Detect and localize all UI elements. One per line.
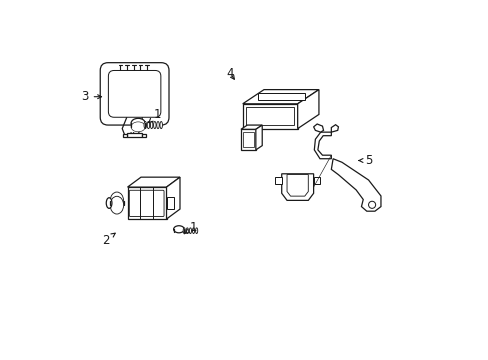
Ellipse shape	[186, 228, 188, 234]
Ellipse shape	[157, 122, 159, 129]
Text: 4: 4	[226, 67, 234, 80]
Polygon shape	[297, 90, 318, 129]
FancyBboxPatch shape	[129, 190, 163, 216]
Ellipse shape	[160, 122, 162, 129]
Ellipse shape	[183, 228, 185, 234]
Text: 5: 5	[358, 154, 371, 167]
Polygon shape	[166, 197, 173, 210]
Ellipse shape	[147, 122, 149, 129]
Polygon shape	[142, 134, 145, 137]
Ellipse shape	[153, 122, 156, 129]
Text: 1: 1	[148, 108, 161, 123]
Polygon shape	[166, 177, 180, 219]
Polygon shape	[126, 133, 142, 138]
Text: 3: 3	[81, 90, 102, 103]
Text: 2: 2	[102, 233, 115, 247]
FancyBboxPatch shape	[108, 71, 161, 117]
Polygon shape	[243, 132, 253, 147]
Ellipse shape	[189, 228, 191, 234]
Ellipse shape	[192, 228, 194, 234]
Ellipse shape	[110, 196, 123, 214]
Polygon shape	[331, 159, 380, 211]
Polygon shape	[281, 174, 313, 201]
Text: 1: 1	[184, 221, 197, 234]
Polygon shape	[331, 125, 338, 132]
Polygon shape	[313, 124, 323, 132]
Polygon shape	[286, 175, 307, 196]
FancyBboxPatch shape	[100, 63, 169, 125]
Polygon shape	[246, 107, 293, 125]
Polygon shape	[242, 104, 297, 129]
Polygon shape	[241, 129, 255, 150]
Ellipse shape	[131, 122, 145, 132]
Ellipse shape	[173, 226, 184, 233]
Polygon shape	[258, 93, 305, 100]
Polygon shape	[241, 125, 262, 129]
Ellipse shape	[110, 192, 123, 210]
Polygon shape	[127, 187, 166, 219]
Polygon shape	[122, 134, 126, 137]
Polygon shape	[242, 90, 318, 104]
Polygon shape	[313, 177, 319, 184]
Ellipse shape	[144, 122, 146, 129]
Circle shape	[368, 201, 375, 208]
Ellipse shape	[106, 198, 112, 208]
Ellipse shape	[150, 122, 153, 129]
Ellipse shape	[195, 228, 197, 234]
Polygon shape	[255, 125, 262, 150]
Ellipse shape	[131, 118, 145, 128]
Polygon shape	[127, 177, 180, 187]
Polygon shape	[314, 132, 331, 159]
Polygon shape	[275, 177, 281, 184]
